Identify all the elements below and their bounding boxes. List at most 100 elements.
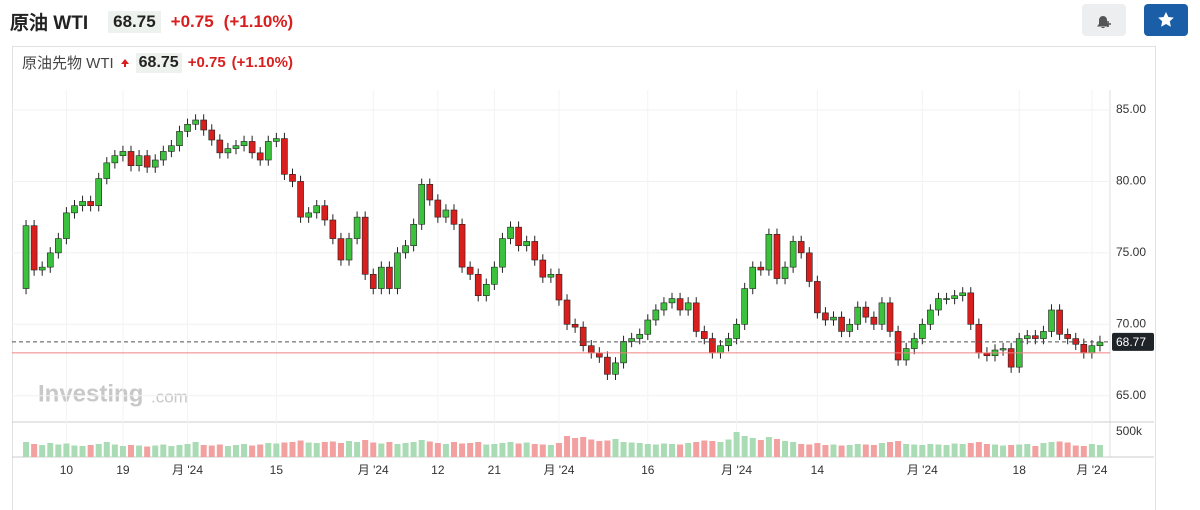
candle-body [870, 316, 878, 325]
candle-body [1032, 335, 1039, 339]
volume-bar [612, 439, 619, 457]
candle-body [345, 238, 353, 261]
volume-bar [241, 444, 248, 457]
volume-bar [224, 446, 231, 457]
candle-body [482, 283, 490, 297]
volume-bar [1064, 442, 1071, 457]
candle-body [378, 266, 385, 289]
volume-bar [402, 443, 409, 457]
y-tick-label: 85.00 [1116, 102, 1146, 116]
candle-body [701, 331, 708, 339]
candle-body [466, 266, 474, 275]
volume-bar [822, 445, 829, 457]
candle-body [587, 345, 595, 354]
volume-bar [790, 442, 797, 457]
x-tick-label: 月 '24 [172, 463, 203, 477]
candle-body [111, 155, 119, 164]
candle-body [216, 139, 224, 154]
volume-bar [604, 440, 611, 457]
candle-body [127, 151, 135, 167]
candle-body [184, 123, 191, 132]
volume-bar [257, 444, 264, 457]
volume-bar [878, 443, 885, 457]
candle-body [830, 316, 837, 321]
volume-bar [289, 442, 296, 457]
candle-body [620, 341, 627, 364]
candle-body [927, 309, 934, 325]
candle-body [151, 159, 159, 168]
volume-bar [677, 444, 684, 457]
x-tick-label: 15 [270, 463, 284, 477]
candle-body [192, 119, 199, 125]
candle-body [563, 299, 571, 325]
candle-body [305, 212, 312, 218]
candle-body [71, 205, 78, 214]
candle-body [822, 312, 829, 321]
volume-bar [208, 445, 215, 457]
volume-bar [895, 441, 902, 457]
volume-bar [539, 444, 546, 457]
candle-body [571, 323, 579, 328]
chart-subheader: 原油先物 WTI 68.75 +0.75 (+1.10%) [22, 52, 293, 73]
volume-bar [297, 440, 304, 457]
candle-body [30, 225, 38, 271]
volume-bar [160, 444, 167, 457]
volume-bar [128, 445, 135, 457]
candle-body [55, 238, 62, 254]
volume-bar [491, 444, 498, 457]
volume-bar [725, 439, 732, 457]
candle-body [491, 266, 498, 285]
volume-bar [1072, 445, 1079, 457]
volume-bar [329, 441, 336, 457]
candle-body [1096, 341, 1104, 347]
volume-bar [281, 442, 288, 457]
volume-bar [523, 442, 530, 457]
volume-bar [531, 444, 538, 457]
candle-body [894, 331, 902, 361]
candle-body [531, 241, 539, 261]
candle-body [46, 252, 54, 268]
volume-bar [71, 445, 78, 457]
volume-bar [192, 442, 199, 457]
candle-body [547, 273, 555, 278]
volume-bar [773, 439, 780, 457]
candle-body [402, 245, 409, 254]
volume-bar [23, 442, 30, 457]
candle-body [579, 326, 587, 347]
candle-body [103, 162, 111, 179]
volume-bar [39, 445, 46, 457]
candle-body [273, 138, 280, 142]
star-icon [1158, 12, 1174, 27]
volume-bar [394, 444, 401, 457]
volume-bar [515, 443, 522, 457]
watchlist-button[interactable] [1144, 4, 1188, 36]
candle-body [773, 233, 781, 279]
candle-body [313, 205, 321, 214]
volume-bar [1024, 444, 1031, 457]
volume-bar [1032, 446, 1039, 457]
volume-bar [442, 444, 449, 457]
x-tick-label: 月 '24 [907, 463, 938, 477]
candle-body [733, 323, 740, 339]
volume-bar [507, 442, 514, 457]
alert-button[interactable] [1082, 4, 1126, 36]
volume-bar [620, 442, 627, 457]
volume-bar [870, 445, 877, 457]
watermark-suffix: .com [151, 387, 188, 406]
volume-bar [346, 441, 353, 457]
candle-body [176, 131, 183, 147]
volume-bar [701, 440, 708, 457]
y-tick-label: 65.00 [1116, 388, 1146, 402]
volume-bar [200, 445, 207, 457]
volume-bar [636, 443, 643, 457]
volume-bar [685, 443, 692, 457]
candle-body [321, 205, 329, 221]
volume-bar [499, 443, 506, 457]
volume-bar [79, 446, 86, 457]
header-change: +0.75 [170, 11, 214, 31]
x-tick-label: 月 '24 [721, 463, 752, 477]
chart-panel [12, 46, 1156, 510]
volume-bar [903, 444, 910, 457]
candle-body [749, 266, 757, 289]
candle-body [264, 141, 272, 161]
